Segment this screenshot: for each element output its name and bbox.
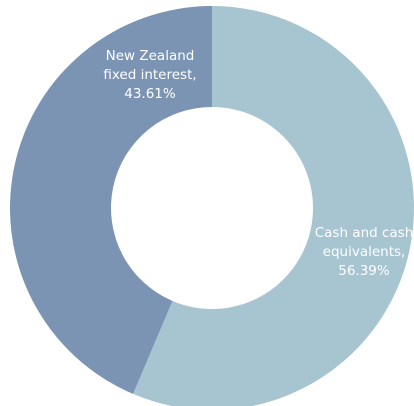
slice-label: New Zealand fixed interest, 43.61%: [103, 48, 196, 102]
slice-label-line: 56.39%: [338, 263, 390, 279]
slice-label-line: 43.61%: [124, 86, 176, 102]
slice-label-line: New Zealand: [106, 48, 195, 64]
slice-label-line: equivalents,: [323, 244, 406, 260]
slices-group: [10, 6, 414, 406]
labels-group: Cash and cash equivalents, 56.39% New Zeala…: [103, 48, 413, 279]
slice-new-zealand-fixed-interest: [10, 6, 213, 394]
slice-label-line: Cash and cash: [315, 225, 414, 241]
slice-cash-and-cash-equivalents: [133, 6, 414, 406]
slice-label: Cash and cash equivalents, 56.39%: [315, 225, 414, 279]
slice-label-line: fixed interest,: [103, 67, 196, 83]
